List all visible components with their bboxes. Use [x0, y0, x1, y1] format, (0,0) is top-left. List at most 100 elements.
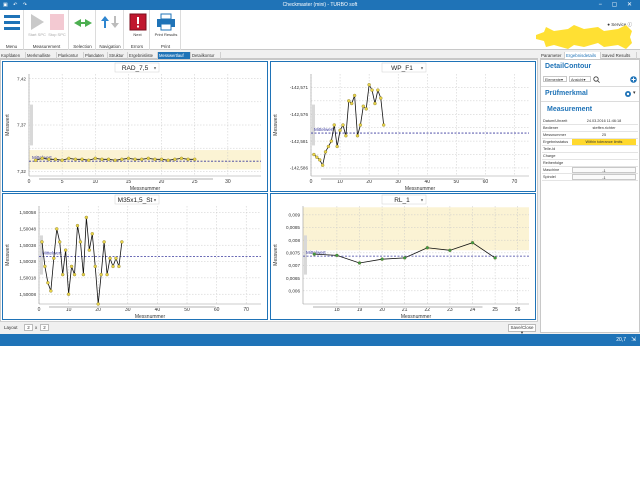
data-point — [93, 264, 97, 269]
data-point — [335, 144, 339, 149]
chevron-down-icon: ▾ — [583, 78, 586, 82]
y-tick-label: 0,009 — [289, 213, 301, 218]
arrow-up-icon[interactable] — [101, 15, 109, 29]
gear-icon[interactable] — [624, 90, 632, 98]
tab-messwertlauf[interactable]: Messwertlauf — [158, 52, 191, 59]
chevron-down-icon: ▾ — [561, 78, 563, 82]
measurement-title: Measurement — [547, 106, 593, 113]
data-point — [329, 139, 333, 143]
data-point — [493, 256, 497, 260]
start-spc-button[interactable]: Start SPC — [27, 13, 47, 37]
user-icon: ● — [607, 22, 610, 27]
user-label[interactable]: ● Service ⓘ — [607, 22, 632, 28]
elemente-dropdown[interactable]: Elemente▾ — [543, 76, 567, 82]
chart-panel-m35[interactable]: 0 10 20 30 40 50 60 70 1,50008 1,50018 1,50028 1,50… — [2, 193, 268, 320]
document-tabs: Kopfdaten Merkmalliste Plankontur Planda… — [0, 51, 538, 59]
help-icon[interactable]: ⓘ — [627, 22, 633, 27]
chart-panel-rad[interactable]: 0 5 10 15 20 25 30 7,32 7,37 7,42 Messnummer Messwe… — [2, 61, 268, 192]
tab-struktur[interactable]: Struktur — [108, 52, 128, 59]
y-tick-label: 0,0065 — [286, 276, 300, 281]
print-results-button[interactable]: Print Results — [153, 13, 179, 37]
tab-detailkontur[interactable]: Detailkontur — [191, 52, 221, 59]
ribbon-group-navigation: Navigation — [97, 10, 124, 50]
data-point — [146, 156, 150, 161]
kv-row: Teile-Id — [542, 146, 638, 153]
mean-label: Mittelwert — [42, 251, 62, 256]
ribbon-group-label: Measurement — [32, 44, 61, 49]
data-point — [347, 99, 351, 103]
layout-x-label: x — [35, 325, 38, 330]
layout-label: Layout — [4, 325, 18, 330]
x-tick-label: 26 — [515, 307, 521, 313]
data-point — [133, 157, 137, 161]
kv-key: Reihenfolge — [543, 161, 564, 165]
side-tabs: Parameter Ergebnisdetails Saved Results — [540, 51, 640, 59]
chart-panel-wp[interactable]: 0 10 20 30 40 50 60 70 -142,586 -142,581 -142,576 -… — [270, 61, 536, 192]
y-tick-label: 0,008 — [289, 238, 301, 243]
y-scroll-thumb — [312, 104, 315, 146]
kv-key: Ergebnisstatus — [543, 140, 569, 144]
next-error-button[interactable]: Next — [127, 13, 148, 37]
layout-rows-input[interactable]: 2 — [24, 324, 33, 331]
data-point — [370, 88, 374, 92]
x-tick-label: 50 — [454, 179, 460, 185]
x-tick-label: 20 — [95, 307, 101, 313]
kv-value — [572, 153, 636, 159]
save-close-dropdown[interactable]: Save/Close ▾ — [508, 324, 536, 335]
company-logo-icon — [536, 25, 632, 49]
layout-cols-input[interactable]: 2 — [40, 324, 49, 331]
chevron-down-icon[interactable]: ▾ — [633, 90, 636, 96]
y-tick-label: 1,50018 — [19, 276, 36, 281]
data-point — [117, 264, 121, 269]
data-point — [33, 158, 38, 162]
kv-key: Datum/Uhrzeit — [543, 119, 568, 123]
data-point — [320, 163, 325, 167]
tab-ergebnisdetails[interactable]: Ergebnisdetails — [565, 52, 601, 59]
x-tick-label: 70 — [243, 307, 249, 313]
x-tick-label: 40 — [155, 307, 161, 313]
data-point — [173, 157, 177, 161]
window-controls[interactable]: − ▢ ✕ — [598, 2, 636, 8]
data-point — [84, 215, 89, 220]
ribbon: Menu Start SPC Stop SPC Measurement Sele… — [0, 10, 640, 50]
data-point — [186, 157, 190, 161]
arrow-left-right-icon[interactable] — [73, 18, 93, 28]
data-point — [105, 272, 109, 277]
data-point — [66, 292, 71, 296]
tab-merkmalliste[interactable]: Merkmalliste — [26, 52, 57, 59]
chart-rl-svg: 18 19 20 21 22 23 24 25 26 0,006 0,0065 0,007 0,0075… — [273, 194, 529, 320]
kv-row: Spindel -1 — [542, 174, 638, 181]
arrow-down-icon[interactable] — [111, 15, 119, 29]
data-point — [67, 156, 71, 161]
tolerance-band — [29, 150, 261, 170]
chevron-down-icon: ▾ — [154, 199, 157, 204]
data-point — [126, 156, 131, 161]
x-tick-label: 60 — [483, 179, 489, 185]
add-icon[interactable] — [630, 76, 637, 83]
x-tick-label: 70 — [512, 179, 518, 185]
data-point — [350, 101, 354, 106]
data-point — [46, 281, 50, 285]
printer-icon — [157, 13, 175, 31]
tab-saved-results[interactable]: Saved Results — [601, 52, 637, 59]
data-point — [75, 223, 80, 228]
data-point — [90, 232, 94, 236]
tab-plankontur[interactable]: Plankontur — [57, 52, 84, 59]
tab-ergebnisliste[interactable]: Ergebnisliste — [128, 52, 158, 59]
kv-value: 24.03.2016 11:46:18 — [586, 119, 622, 123]
y-scroll-thumb — [40, 235, 43, 275]
kv-value: steffen.richter — [592, 126, 616, 130]
stop-spc-button[interactable]: Stop SPC — [47, 13, 67, 37]
tab-plandaten[interactable]: Plandaten — [84, 52, 108, 59]
zoom-in-icon[interactable] — [593, 76, 600, 83]
data-point — [364, 107, 368, 111]
status-text: 20,7 — [616, 337, 626, 343]
tab-parameter[interactable]: Parameter — [540, 52, 565, 59]
ansicht-dropdown[interactable]: Ansicht▾ — [569, 76, 591, 82]
tab-kopfdaten[interactable]: Kopfdaten — [0, 52, 26, 59]
quick-access-toolbar[interactable]: ▣ ↶ ↷ — [3, 2, 29, 8]
chart-panel-rl[interactable]: 18 19 20 21 22 23 24 25 26 0,006 0,0065 0,007 0,0075… — [270, 193, 536, 320]
x-axis-title: Messnummer — [135, 314, 166, 320]
resize-grip-icon[interactable]: ⇲ — [630, 337, 636, 343]
hamburger-menu-icon[interactable] — [4, 14, 20, 32]
